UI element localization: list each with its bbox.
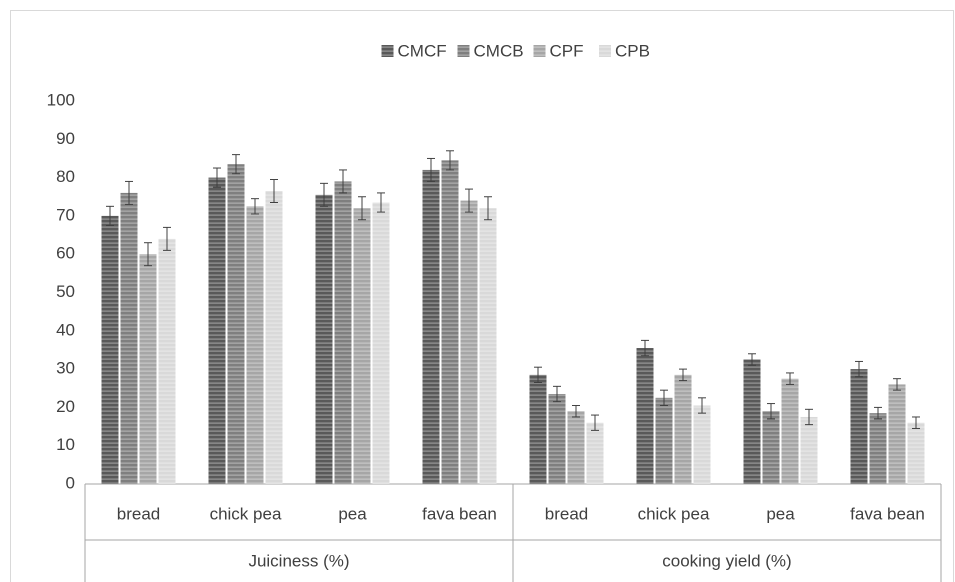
error-bar bbox=[572, 404, 580, 418]
bar bbox=[315, 194, 333, 484]
error-bar bbox=[553, 385, 561, 403]
bar bbox=[743, 359, 761, 484]
error-bar bbox=[106, 205, 114, 226]
bar bbox=[265, 191, 283, 484]
error-bar bbox=[163, 226, 171, 251]
bar bbox=[139, 254, 157, 484]
y-tick-label: 60 bbox=[56, 244, 75, 263]
error-bar bbox=[767, 403, 775, 420]
error-bar bbox=[591, 414, 599, 431]
legend-swatch bbox=[599, 45, 611, 57]
error-bar bbox=[679, 368, 687, 382]
error-bar bbox=[251, 198, 259, 215]
bar bbox=[441, 160, 459, 485]
bar bbox=[422, 169, 440, 484]
x-tick-label: bread bbox=[117, 504, 160, 523]
bar bbox=[850, 369, 868, 484]
bar bbox=[529, 374, 547, 484]
bar bbox=[800, 416, 818, 484]
error-bar bbox=[358, 196, 366, 221]
error-bar bbox=[874, 406, 882, 420]
bar bbox=[158, 238, 176, 484]
bar bbox=[548, 393, 566, 484]
x-tick-label: pea bbox=[338, 504, 367, 523]
y-tick-label: 20 bbox=[56, 397, 75, 416]
bar bbox=[479, 208, 497, 485]
error-bar bbox=[805, 408, 813, 426]
y-tick-label: 90 bbox=[56, 129, 75, 148]
bar bbox=[567, 411, 585, 484]
x-tick-label: chick pea bbox=[638, 504, 710, 523]
bar bbox=[460, 200, 478, 484]
group-label: Juiciness (%) bbox=[248, 551, 349, 570]
bar bbox=[869, 413, 887, 484]
error-bar bbox=[427, 157, 435, 182]
error-bar bbox=[698, 397, 706, 414]
x-tick-label: pea bbox=[766, 504, 795, 523]
bar bbox=[762, 411, 780, 484]
bar bbox=[907, 422, 925, 484]
y-tick-label: 50 bbox=[56, 282, 75, 301]
y-tick-label: 80 bbox=[56, 167, 75, 186]
error-bar bbox=[144, 242, 152, 267]
legend-label: CMCB bbox=[474, 41, 524, 60]
bar bbox=[636, 348, 654, 484]
bar bbox=[334, 181, 352, 484]
bar bbox=[120, 192, 138, 485]
error-bar bbox=[465, 188, 473, 213]
y-tick-label: 100 bbox=[47, 90, 75, 109]
legend-swatch bbox=[533, 45, 546, 57]
y-tick-label: 10 bbox=[56, 435, 75, 454]
bar bbox=[372, 202, 390, 484]
error-bar bbox=[641, 339, 649, 357]
x-tick-label: fava bean bbox=[850, 504, 925, 523]
error-bar bbox=[912, 416, 920, 429]
y-tick-label: 30 bbox=[56, 359, 75, 378]
error-bar bbox=[377, 192, 385, 213]
bar bbox=[353, 208, 371, 485]
error-bar bbox=[339, 169, 347, 194]
error-bar bbox=[893, 378, 901, 391]
error-bar bbox=[320, 182, 328, 207]
x-tick-label: chick pea bbox=[210, 504, 282, 523]
bar bbox=[693, 405, 711, 484]
bar bbox=[246, 206, 264, 484]
bar bbox=[655, 397, 673, 484]
bar bbox=[227, 164, 245, 484]
y-tick-label: 0 bbox=[66, 473, 75, 492]
legend-label: CMCF bbox=[398, 41, 447, 60]
error-bar bbox=[660, 389, 668, 406]
error-bar bbox=[484, 196, 492, 221]
error-bar bbox=[855, 360, 863, 378]
error-bar bbox=[232, 154, 240, 175]
bar bbox=[781, 378, 799, 484]
x-tick-label: bread bbox=[545, 504, 588, 523]
bar bbox=[674, 374, 692, 484]
legend-label: CPF bbox=[550, 41, 584, 60]
bar bbox=[208, 177, 226, 484]
x-tick-label: fava bean bbox=[422, 504, 497, 523]
legend-label: CPB bbox=[615, 41, 650, 60]
error-bar bbox=[125, 180, 133, 205]
bar bbox=[101, 215, 119, 484]
y-tick-label: 70 bbox=[56, 205, 75, 224]
y-tick-label: 40 bbox=[56, 320, 75, 339]
legend-swatch bbox=[381, 45, 394, 57]
error-bar bbox=[213, 167, 221, 188]
bar bbox=[586, 422, 604, 484]
error-bar bbox=[534, 366, 542, 384]
error-bar bbox=[270, 179, 278, 203]
error-bar bbox=[446, 150, 454, 171]
group-label: cooking yield (%) bbox=[662, 551, 791, 570]
legend-swatch bbox=[457, 45, 470, 57]
error-bar bbox=[786, 372, 794, 385]
bar bbox=[888, 384, 906, 484]
error-bar bbox=[748, 353, 756, 366]
